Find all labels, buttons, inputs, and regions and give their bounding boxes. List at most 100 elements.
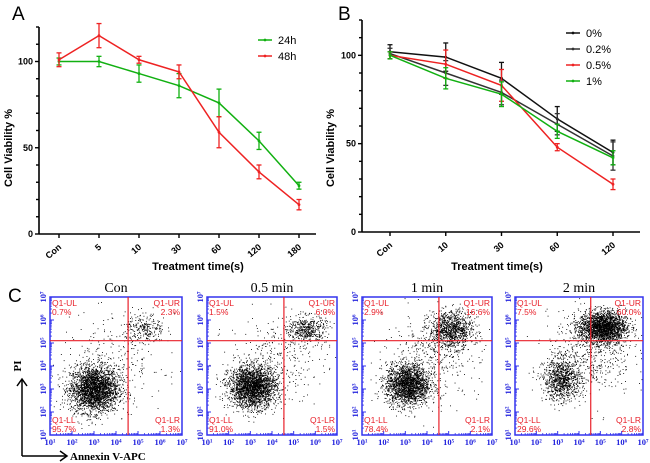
- quadrant-ul-value: 2.9%: [364, 307, 384, 317]
- x-tick-label: 10⁶: [465, 437, 477, 447]
- data-point: [97, 34, 101, 38]
- flow-plot-title: 2 min: [563, 281, 595, 296]
- pi-axis-title: PI: [12, 361, 24, 372]
- y-tick-label: 50: [23, 143, 33, 153]
- quadrant-lr-label: Q1-LR: [616, 415, 641, 425]
- x-tick-label: 10¹: [44, 437, 56, 447]
- pi-arrowhead-icon: [16, 377, 28, 387]
- x-tick-label: 10: [436, 240, 450, 254]
- y-tick-label: 10²: [350, 406, 360, 418]
- x-tick-label: 10⁵: [443, 437, 455, 447]
- x-tick-label: 10⁵: [595, 437, 607, 447]
- x-tick-label: 10¹: [201, 437, 213, 447]
- y-tick-label: 10¹: [503, 429, 513, 441]
- y-tick-label: 10⁵: [503, 337, 513, 349]
- data-point: [444, 62, 448, 66]
- y-tick-label: 10¹: [195, 429, 205, 441]
- x-tick-label: 10³: [552, 437, 564, 447]
- x-tick-label: 10⁷: [176, 437, 188, 447]
- series-1: [387, 51, 616, 166]
- y-tick-label: 10⁴: [503, 360, 513, 372]
- x-tick-label: 10⁶: [154, 437, 166, 447]
- y-tick-label: 10³: [350, 383, 360, 395]
- quadrant-lr-label: Q1-LR: [310, 415, 335, 425]
- quadrant-ul-label: Q1-UL: [209, 298, 234, 308]
- x-tick-label: 10⁶: [310, 437, 322, 447]
- data-point: [611, 156, 615, 160]
- quadrant-ul-value: 1.5%: [209, 307, 229, 317]
- quadrant-ur-value: 6.0%: [316, 307, 336, 317]
- annexin-axis-title: Annexin V-APC: [70, 451, 146, 463]
- x-tick-label: 10¹: [356, 437, 368, 447]
- legend-label: 1%: [586, 76, 602, 88]
- x-tick-label: Con: [43, 242, 63, 261]
- y-tick-label: 10⁴: [195, 360, 205, 372]
- quadrant-lr-value: 2.8%: [622, 424, 642, 434]
- legend-marker: [571, 63, 575, 67]
- legend-label: 0.5%: [586, 60, 611, 72]
- x-tick-label: 10⁴: [573, 437, 585, 447]
- quadrant-lr-value: 1.5%: [316, 424, 336, 434]
- legend-marker: [263, 38, 267, 42]
- data-point: [137, 72, 141, 75]
- data-point: [388, 53, 392, 57]
- y-tick-label: 10³: [195, 383, 205, 395]
- data-point: [444, 76, 448, 80]
- x-tick-label: 10⁴: [110, 437, 122, 447]
- scatter-dots: [209, 299, 337, 423]
- data-point: [177, 70, 181, 74]
- scatter-dots: [526, 298, 643, 421]
- panel-a-y-axis-title: Cell Viability %: [3, 109, 15, 187]
- flow-plot-frame: [361, 296, 493, 436]
- annexin-arrowhead-icon: [59, 450, 69, 462]
- legend-label: 0.2%: [586, 44, 611, 56]
- quadrant-ur-label: Q1-UR: [309, 298, 335, 308]
- data-point: [555, 145, 559, 149]
- quadrant-ul-label: Q1-UL: [364, 298, 389, 308]
- quadrant-ll-value: 91.0%: [209, 424, 234, 434]
- panel-a-x-axis-title: Treatment time(s): [152, 261, 244, 273]
- y-tick-label: 100: [341, 50, 356, 60]
- data-point: [137, 58, 141, 62]
- quadrant-ur-value: 16.6%: [466, 307, 491, 317]
- legend-label: 24h: [278, 35, 296, 47]
- panel-letter-b: B: [338, 4, 351, 25]
- panel-c-flow-cytometry: C Con10¹10¹10²10²10³10³10⁴10⁴10⁵10⁵10⁶10…: [8, 281, 649, 463]
- data-point: [500, 92, 503, 96]
- x-tick-label: 10²: [66, 437, 78, 447]
- data-point: [257, 170, 261, 174]
- x-tick-label: 10⁵: [132, 437, 144, 447]
- x-tick-label: 10⁴: [421, 437, 433, 447]
- x-tick-label: 180: [285, 242, 303, 259]
- x-tick-label: 60: [547, 240, 561, 254]
- flow-plot-title: 1 min: [411, 281, 443, 296]
- series-48h: [56, 22, 302, 211]
- y-tick-label: 10³: [503, 383, 513, 395]
- y-tick-label: 10⁴: [350, 360, 360, 372]
- quadrant-ur-value: 60.0%: [617, 307, 642, 317]
- x-tick-label: 30: [169, 242, 183, 256]
- series-05: [387, 49, 616, 191]
- legend-marker: [571, 31, 575, 35]
- quadrant-ll-label: Q1-LL: [52, 415, 76, 425]
- data-point: [555, 129, 559, 133]
- panel-letter-a: A: [12, 4, 25, 25]
- y-tick-label: 10³: [38, 383, 48, 395]
- quadrant-ll-value: 78.4%: [364, 424, 389, 434]
- x-tick-label: 10³: [400, 437, 412, 447]
- quadrant-lr-value: 2.1%: [471, 424, 491, 434]
- x-tick-label: 10: [129, 242, 143, 256]
- y-tick-label: 0: [28, 229, 33, 239]
- panel-b-line-chart: B 0 50 100 Con 10 30 60 120 0% 0.2% 0.5% 1% Treatme…: [325, 4, 640, 273]
- x-tick-label: 10⁶: [616, 437, 628, 447]
- quadrant-ul-label: Q1-UL: [52, 298, 77, 308]
- x-tick-label: 60: [209, 242, 223, 256]
- panel-b-x-axis-title: Treatment time(s): [451, 261, 543, 273]
- data-point: [57, 58, 61, 62]
- x-tick-label: 10⁴: [266, 437, 278, 447]
- y-tick-label: 10⁷: [350, 291, 360, 303]
